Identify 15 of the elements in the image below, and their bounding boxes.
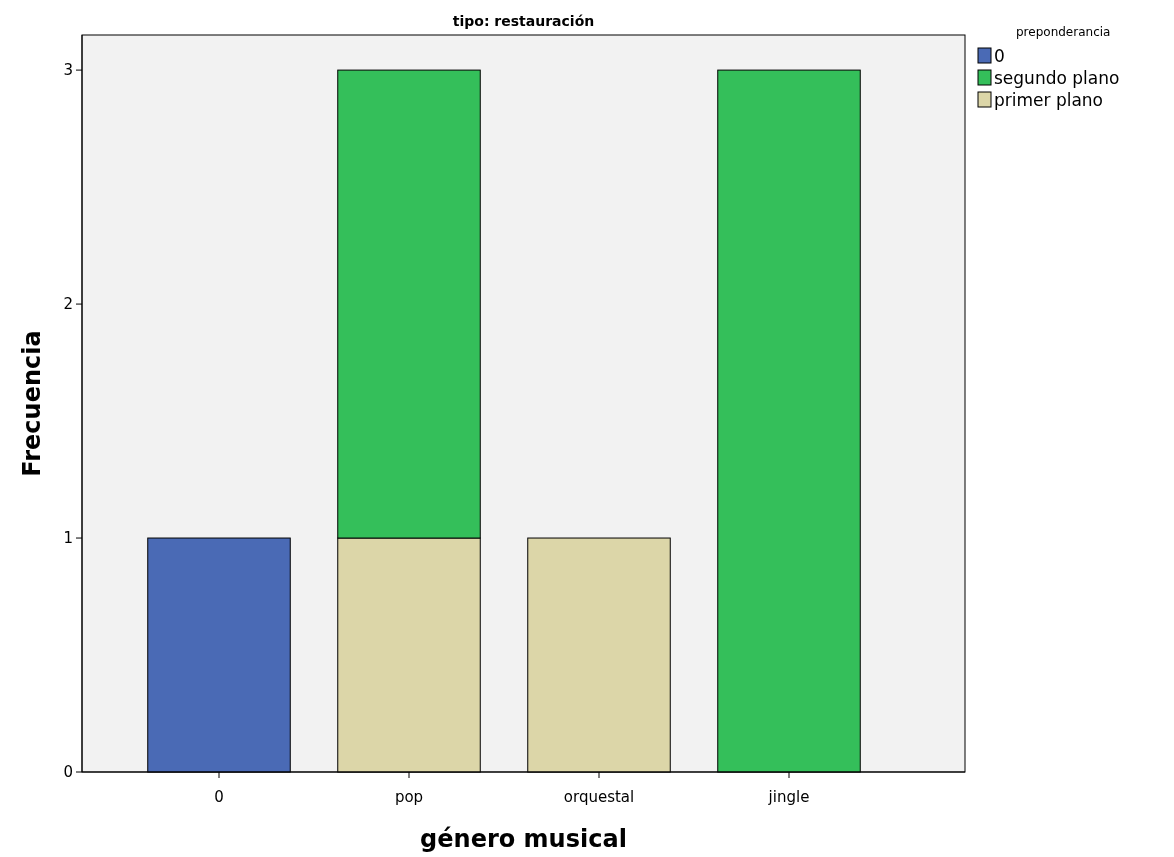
legend-title: preponderancia — [1016, 25, 1111, 39]
x-tick-label: orquestal — [563, 788, 635, 806]
legend-label: primer plano — [994, 89, 1104, 110]
chart-title: tipo: restauración — [452, 13, 595, 29]
legend-label: 0 — [994, 45, 1005, 66]
x-tick-label: jingle — [767, 788, 810, 806]
x-tick-label: pop — [394, 788, 424, 806]
x-tick-label: 0 — [214, 788, 224, 806]
y-tick-label: 2 — [63, 295, 73, 314]
y-tick-label: 3 — [63, 61, 73, 80]
y-tick-label: 0 — [63, 763, 73, 782]
x-axis-title: género musical — [420, 825, 627, 853]
y-tick-label: 1 — [63, 529, 73, 548]
legend-label: segundo plano — [994, 67, 1120, 88]
y-axis-title: Frecuencia — [18, 330, 46, 477]
